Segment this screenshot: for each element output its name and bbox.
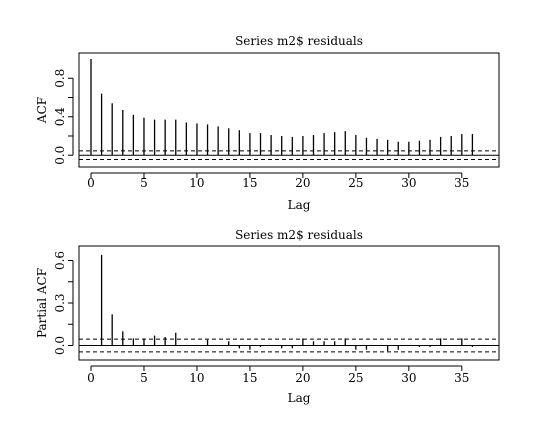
acf-x-axis: 0 5 10 15 20 25 30 35	[87, 172, 469, 190]
pacf-title: Series m2$ residuals	[235, 228, 363, 242]
pacf-x-axis-title: Lag	[288, 391, 311, 405]
acf-x-axis-title: Lag	[288, 198, 311, 212]
pacf-y-axis-title: Partial ACF	[35, 268, 49, 338]
pacf-y-axis: 0.0 0.3 0.6	[53, 251, 74, 355]
pacf-x-tick-label: 15	[242, 371, 257, 385]
acf-y-tick-label: 0.0	[53, 146, 67, 165]
pacf-x-tick-label: 35	[454, 371, 469, 385]
pacf-x-tick-label: 5	[140, 371, 148, 385]
pacf-y-tick-label: 0.0	[53, 336, 67, 355]
acf-y-tick-label: 0.4	[53, 107, 67, 126]
pacf-x-axis: 0 5 10 15 20 25 30 35	[87, 365, 469, 385]
acf-x-tick-label: 15	[242, 176, 257, 190]
acf-y-axis: 0.0 0.4 0.8	[53, 69, 74, 165]
acf-y-axis-title: ACF	[35, 97, 49, 124]
acf-x-tick-label: 5	[140, 176, 148, 190]
pacf-x-tick-label: 30	[401, 371, 416, 385]
acf-title: Series m2$ residuals	[235, 34, 363, 48]
acf-x-tick-label: 20	[295, 176, 310, 190]
acf-panel: Series m2$ residuals 0 5 10 15 20 25 30 35 Lag 0.0…	[35, 34, 500, 212]
pacf-plot-frame	[78, 245, 500, 361]
acf-y-tick-label: 0.8	[53, 69, 67, 88]
pacf-x-tick-label: 20	[295, 371, 310, 385]
pacf-y-tick-label: 0.3	[53, 293, 67, 312]
acf-x-tick-label: 35	[454, 176, 469, 190]
acf-x-tick-label: 25	[348, 176, 363, 190]
pacf-x-tick-label: 25	[348, 371, 363, 385]
acf-x-tick-label: 30	[401, 176, 416, 190]
pacf-x-tick-label: 0	[87, 371, 95, 385]
acf-x-tick-label: 0	[87, 176, 95, 190]
acf-plot-frame	[78, 52, 500, 168]
pacf-panel: Series m2$ residuals 0 5 10 15 20 25 30 35 Lag 0.0…	[35, 228, 500, 405]
acf-x-tick-label: 10	[189, 176, 204, 190]
pacf-y-tick-label: 0.6	[53, 251, 67, 270]
pacf-x-tick-label: 10	[189, 371, 204, 385]
